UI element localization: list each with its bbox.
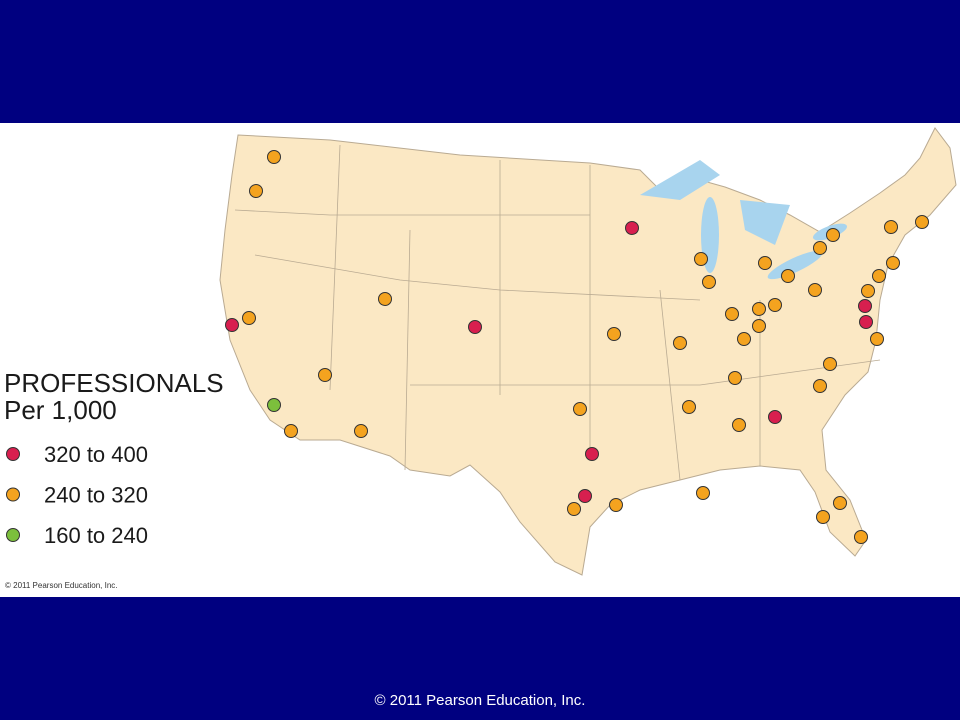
city-dot — [696, 486, 710, 500]
legend-dot — [6, 528, 20, 542]
city-dot — [861, 284, 875, 298]
footer: © 2011 Pearson Education, Inc. — [375, 692, 586, 709]
city-dot — [768, 298, 782, 312]
city-dot — [284, 424, 298, 438]
city-dot — [781, 269, 795, 283]
city-dot — [823, 357, 837, 371]
city-dot — [625, 221, 639, 235]
city-dot — [378, 292, 392, 306]
city-dot — [225, 318, 239, 332]
city-dot — [752, 319, 766, 333]
city-dot — [870, 332, 884, 346]
city-dot — [607, 327, 621, 341]
city-dot — [816, 510, 830, 524]
city-dot — [609, 498, 623, 512]
legend: 320 to 400 240 to 320 160 to 240 — [6, 442, 148, 548]
city-dot — [854, 530, 868, 544]
header-band — [0, 0, 960, 123]
city-dot — [858, 299, 872, 313]
city-dot — [813, 241, 827, 255]
map-credit: © 2011 Pearson Education, Inc. — [5, 581, 117, 590]
city-dot — [573, 402, 587, 416]
city-dot — [826, 228, 840, 242]
city-dot — [267, 150, 281, 164]
city-dot — [702, 275, 716, 289]
city-dot — [833, 496, 847, 510]
city-dot — [886, 256, 900, 270]
city-dot — [813, 379, 827, 393]
city-dot — [585, 447, 599, 461]
city-dot — [578, 489, 592, 503]
city-dot — [884, 220, 898, 234]
city-dot — [859, 315, 873, 329]
city-dot — [752, 302, 766, 316]
legend-label: 320 to 400 — [44, 442, 148, 467]
city-dot — [915, 215, 929, 229]
city-dot — [249, 184, 263, 198]
legend-label: 240 to 320 — [44, 483, 148, 508]
legend-subtitle: Per 1,000 — [4, 395, 117, 425]
city-dot — [682, 400, 696, 414]
city-dot — [242, 311, 256, 325]
city-dot — [728, 371, 742, 385]
legend-dot — [6, 487, 20, 502]
city-dot — [354, 424, 368, 438]
city-dot — [758, 256, 772, 270]
city-dots — [225, 150, 929, 544]
legend-dot — [6, 447, 20, 461]
city-dot — [768, 410, 782, 424]
city-dot — [737, 332, 751, 346]
legend-title: PROFESSIONALS — [4, 368, 224, 398]
city-dot — [468, 320, 482, 334]
city-dot — [725, 307, 739, 321]
city-dot — [732, 418, 746, 432]
city-dot — [673, 336, 687, 350]
city-dot — [567, 502, 581, 516]
city-dot — [808, 283, 822, 297]
city-dot — [267, 398, 281, 412]
legend-label: 160 to 240 — [44, 523, 148, 548]
city-dot — [318, 368, 332, 382]
city-dot — [872, 269, 886, 283]
city-dot — [694, 252, 708, 266]
